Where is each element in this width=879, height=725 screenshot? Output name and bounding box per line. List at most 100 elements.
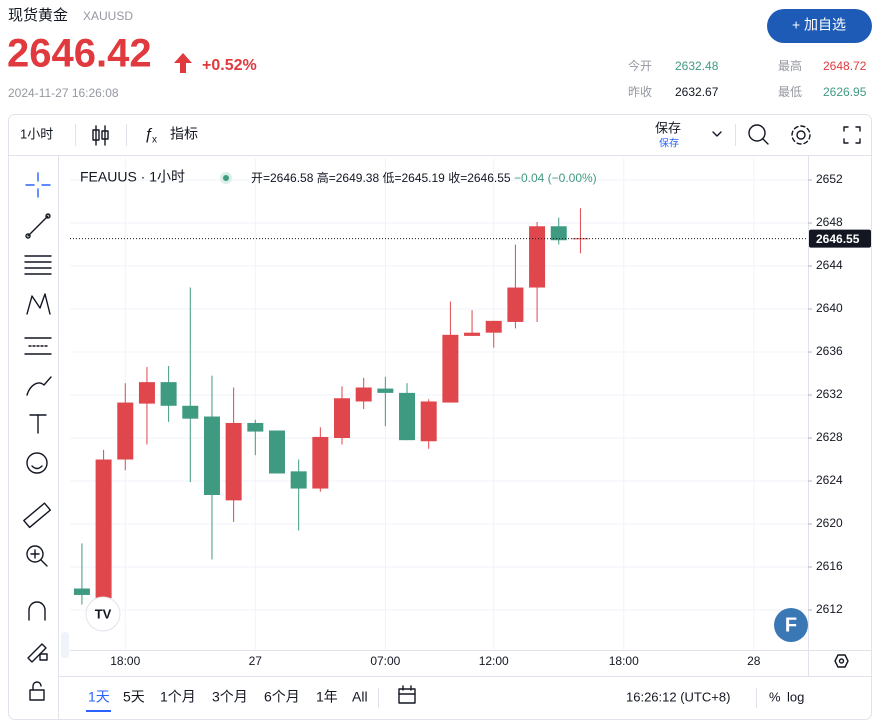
sidebar-toggle[interactable]: [61, 632, 69, 658]
stat-label: 今开: [628, 58, 652, 73]
candle-body: [377, 388, 394, 393]
candle-body: [464, 332, 481, 336]
range-button[interactable]: All: [352, 689, 368, 705]
y-tick-label: 2648: [816, 215, 843, 229]
last-price-box: [809, 229, 871, 248]
candle-body: [442, 334, 459, 403]
range-button[interactable]: 5天: [123, 689, 145, 705]
stat-label: 最高: [778, 58, 802, 73]
fx-icon[interactable]: ƒ: [144, 126, 153, 143]
candle-body: [268, 430, 285, 474]
zoom-tool[interactable]: [26, 545, 48, 567]
candle-body: [529, 226, 546, 288]
chart-title: FEAUUS · 1小时: [80, 169, 185, 185]
legend-high: 高=2649.38: [317, 170, 380, 185]
pattern-tool[interactable]: [26, 293, 51, 315]
x-tick-label: 18:00: [609, 654, 639, 668]
alert-icon[interactable]: [748, 124, 769, 145]
stat-label: 最低: [778, 85, 802, 99]
ruler-tool[interactable]: [23, 502, 51, 529]
chart-type-icon[interactable]: [92, 125, 109, 146]
candle-body: [247, 422, 264, 432]
widget-frame: [8, 114, 872, 720]
indicators-button[interactable]: 指标: [170, 126, 198, 142]
projection-tool[interactable]: [24, 337, 52, 355]
candle-body: [290, 471, 307, 489]
tv-logo-mark[interactable]: TV: [95, 606, 112, 621]
y-tick-label: 2616: [816, 559, 843, 573]
settings-icon[interactable]: [791, 125, 811, 145]
range-button[interactable]: 1年: [316, 689, 338, 705]
price-change: +0.52%: [202, 57, 257, 74]
brand-badge-mark[interactable]: F: [785, 614, 797, 636]
add-watchlist-button[interactable]: [767, 9, 872, 43]
lock-tool[interactable]: [29, 681, 45, 701]
drawing-tools: [23, 172, 52, 701]
brand-badge[interactable]: [774, 608, 808, 642]
instrument-name: 现货黄金: [8, 7, 68, 24]
emoji-tool[interactable]: [26, 452, 48, 474]
candle-body: [355, 387, 372, 402]
percent-scale-button[interactable]: %: [769, 689, 781, 704]
y-tick-label: 2636: [816, 344, 843, 358]
candle-body: [138, 382, 155, 404]
stat-value: 2632.48: [675, 59, 719, 73]
instrument-symbol: XAUUSD: [83, 9, 133, 23]
interval-button[interactable]: 1小时: [20, 126, 53, 141]
candle-body: [550, 226, 567, 241]
crosshair-tool[interactable]: [25, 172, 51, 198]
last-price-label: 2646.55: [816, 232, 860, 246]
axis-settings-icon[interactable]: [834, 654, 849, 668]
candle-body: [117, 402, 134, 460]
plot-area: [70, 158, 808, 650]
brush-tool[interactable]: [26, 376, 52, 396]
tv-logo[interactable]: [85, 596, 121, 632]
stat-value: 2626.95: [823, 85, 867, 99]
market-status: [223, 175, 229, 181]
candle-body: [399, 392, 416, 441]
trendline-tool[interactable]: [25, 213, 51, 239]
magnet-tool[interactable]: [28, 601, 46, 621]
fib-tool[interactable]: [24, 255, 52, 275]
save-menu-icon[interactable]: [712, 131, 722, 137]
y-tick-label: 2620: [816, 516, 843, 530]
up-arrow: [174, 53, 192, 73]
range-bar: 1天 5天 1个月 3个月 6个月 1年 All: [86, 689, 368, 712]
candle-body: [334, 398, 351, 439]
lock-draw-tool[interactable]: [27, 643, 48, 663]
x-tick-label: 28: [747, 654, 761, 668]
stat-value: 2632.67: [675, 85, 719, 99]
add-watchlist-label[interactable]: + 加自选: [792, 17, 846, 33]
legend-close: 收=2646.55: [448, 171, 511, 185]
log-scale-button[interactable]: log: [787, 689, 804, 704]
candle-body: [312, 436, 329, 489]
clock: 16:26:12 (UTC+8): [626, 689, 730, 704]
range-button[interactable]: 3个月: [212, 689, 248, 705]
legend-change: −0.04 (−0.00%): [514, 171, 597, 185]
save-status: 保存: [659, 137, 679, 150]
y-tick-label: 2644: [816, 258, 843, 272]
candle-body: [203, 416, 220, 495]
y-tick-label: 2624: [816, 473, 843, 487]
text-tool[interactable]: [29, 414, 47, 434]
date-range-icon[interactable]: [398, 685, 416, 704]
legend-low: 低=2645.19: [382, 171, 445, 185]
candle-body: [73, 588, 90, 595]
stat-value: 2648.72: [823, 59, 867, 73]
x-tick-label: 18:00: [110, 654, 140, 668]
range-button[interactable]: 1天: [88, 689, 110, 705]
candle-body: [485, 320, 502, 333]
fullscreen-icon[interactable]: [843, 126, 861, 144]
timestamp: 2024-11-27 16:26:08: [8, 86, 119, 100]
range-button[interactable]: 6个月: [264, 689, 300, 705]
y-tick-label: 2652: [816, 172, 843, 186]
x-tick-label: 12:00: [479, 654, 509, 668]
range-button[interactable]: 1个月: [160, 689, 196, 705]
x-tick-label: 27: [249, 654, 263, 668]
fx-icon[interactable]: x: [152, 135, 157, 146]
y-tick-label: 2628: [816, 430, 843, 444]
y-tick-label: 2612: [816, 602, 843, 616]
ohlc-legend: 开=2646.58 高=2649.38 低=2645.19 收=2646.55 …: [251, 170, 597, 185]
save-button[interactable]: 保存: [655, 120, 681, 135]
